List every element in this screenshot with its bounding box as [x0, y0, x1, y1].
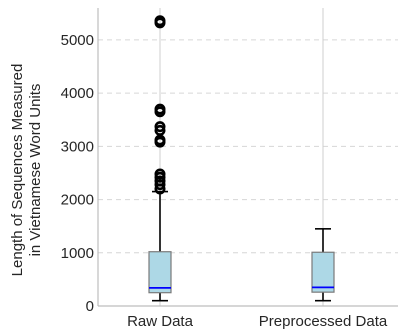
iqr-box-0: [148, 251, 172, 294]
axis-layer: [97, 8, 398, 307]
y-axis-label-line-1: Length of Sequences Measured: [9, 64, 26, 277]
x-tick-labels: Raw Data Preprocessed Data: [127, 313, 388, 330]
outlier-point-0-12: [154, 15, 166, 27]
x-tick-label-1: Preprocessed Data: [259, 313, 388, 330]
y-tick-label-0: 0: [86, 298, 94, 315]
y-tick-label-2000: 2000: [61, 192, 94, 209]
outlier-point-0-7: [154, 124, 166, 136]
y-tick-label-1000: 1000: [61, 245, 94, 262]
y-tick-label-3000: 3000: [61, 138, 94, 155]
outlier-point-0-4: [154, 168, 166, 180]
y-tick-label-4000: 4000: [61, 85, 94, 102]
box-group-0: [148, 15, 172, 302]
boxes-layer: [148, 15, 335, 302]
box-group-1: [311, 228, 335, 302]
outlier-point-0-8: [154, 121, 166, 133]
outlier-point-0-2: [154, 175, 166, 187]
y-axis-label: Length of Sequences Measured in Vietname…: [9, 64, 44, 277]
y-tick-labels: 0 1000 2000 3000 4000 5000: [61, 32, 94, 315]
grid-layer: [98, 8, 398, 306]
y-tick-label-5000: 5000: [61, 32, 94, 49]
iqr-box-1: [311, 251, 335, 293]
outlier-point-0-10: [154, 103, 166, 115]
x-tick-label-0: Raw Data: [127, 313, 194, 330]
y-axis-label-line-2: in Vietnamese Word Units: [27, 84, 44, 257]
